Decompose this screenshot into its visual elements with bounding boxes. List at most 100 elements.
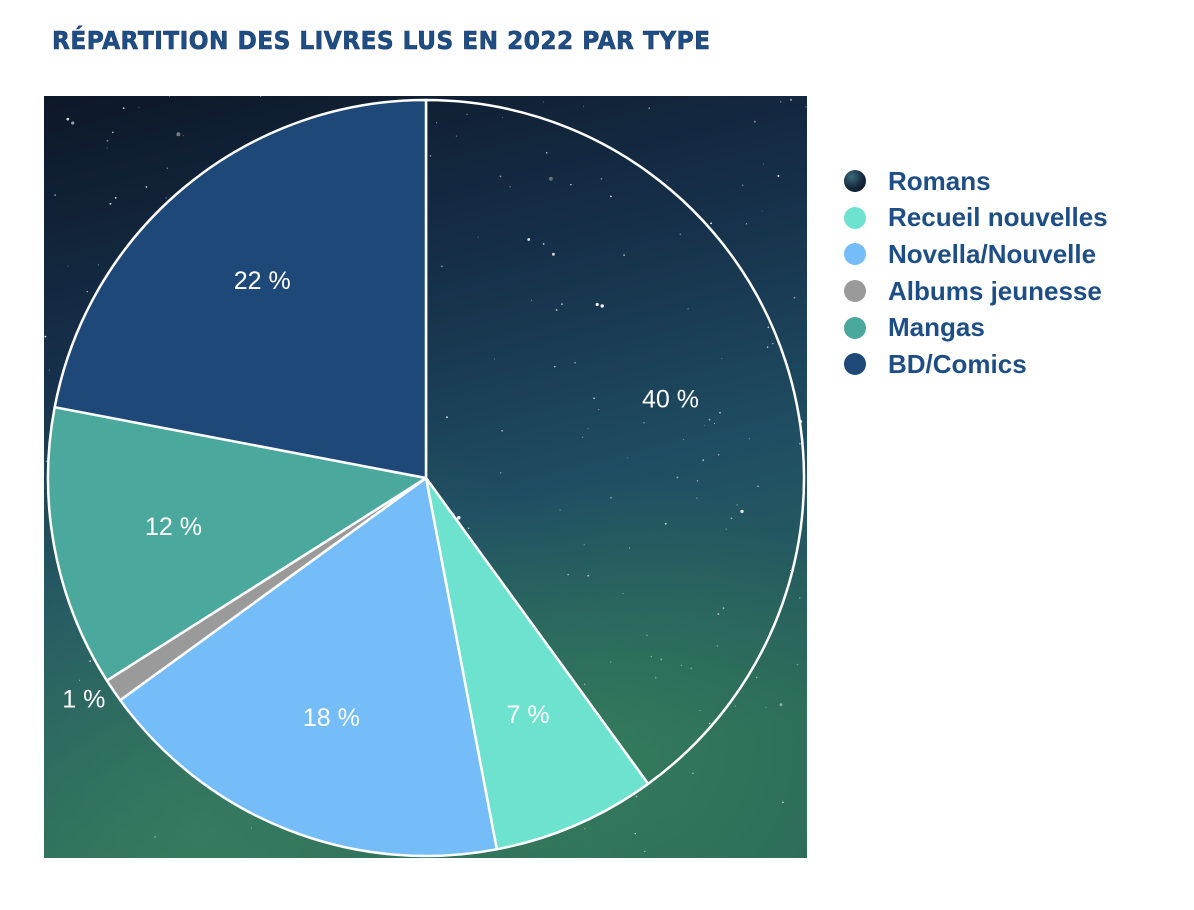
star [583, 105, 585, 107]
star [629, 547, 631, 549]
star [687, 308, 689, 310]
star [696, 497, 698, 499]
star [790, 99, 792, 101]
star [501, 430, 503, 432]
star [509, 186, 511, 188]
star [777, 174, 780, 177]
legend-label: Romans [888, 165, 991, 196]
legend-label: BD/Comics [888, 348, 1027, 379]
star [761, 210, 763, 212]
star [499, 175, 502, 178]
star [106, 147, 108, 149]
star [435, 122, 438, 124]
star [583, 683, 586, 686]
star [542, 243, 545, 245]
star [644, 850, 646, 853]
star [446, 416, 448, 419]
star [78, 679, 81, 681]
star [710, 222, 712, 225]
star [166, 167, 168, 169]
star [708, 418, 711, 421]
legend-item: Albums jeunesse [844, 273, 1108, 310]
star [97, 264, 100, 266]
star [765, 707, 767, 709]
star [799, 442, 801, 445]
star [683, 438, 685, 441]
pie-slice-romans [424, 98, 806, 786]
star [477, 236, 479, 238]
legend-swatch [844, 353, 866, 376]
slice-value-label: 18 % [303, 704, 360, 732]
star [643, 421, 645, 424]
star [145, 186, 148, 188]
slice-value-label: 22 % [234, 267, 291, 295]
star [86, 290, 89, 293]
legend-label: Novella/Nouvelle [888, 238, 1097, 269]
slice-value-label: 1 % [62, 685, 105, 713]
star [138, 107, 140, 109]
star [114, 197, 117, 199]
pie-slice-bd-comics [53, 98, 428, 480]
star [493, 358, 495, 360]
star [676, 476, 679, 479]
star [634, 832, 636, 835]
legend-item: Recueil nouvelles [844, 200, 1108, 237]
star [690, 667, 693, 670]
star [106, 139, 109, 142]
star [583, 544, 585, 546]
star [466, 113, 468, 116]
star [755, 676, 758, 679]
star [654, 676, 657, 679]
star [45, 460, 48, 463]
star [763, 163, 765, 165]
star [730, 517, 733, 520]
legend-swatch [844, 280, 866, 303]
star [587, 428, 589, 430]
star [559, 509, 561, 511]
star [741, 184, 744, 187]
star [71, 121, 75, 125]
legend-item: Romans [844, 163, 1108, 200]
star [719, 411, 721, 414]
star [48, 369, 50, 371]
star [766, 346, 769, 348]
star [757, 485, 759, 488]
star [551, 252, 555, 256]
star [154, 836, 157, 838]
pie-slice-recueil-nouvelles [424, 476, 650, 851]
star [595, 302, 599, 307]
slice-value-label: 7 % [507, 701, 550, 729]
star [779, 703, 783, 706]
pie-slices [46, 98, 806, 858]
star [165, 197, 167, 199]
star [582, 436, 584, 438]
star [455, 135, 457, 137]
slice-value-label: 40 % [642, 386, 699, 414]
star [692, 772, 694, 775]
star [740, 509, 744, 514]
star [169, 96, 171, 98]
star [542, 101, 544, 103]
star [555, 309, 558, 311]
star [721, 357, 723, 360]
star [664, 522, 667, 525]
legend-item: Novella/Nouvelle [844, 236, 1108, 273]
star [429, 155, 432, 157]
star [708, 722, 711, 725]
star [584, 828, 586, 830]
star [176, 132, 181, 137]
legend-label: Albums jeunesse [888, 275, 1102, 306]
star [782, 801, 784, 804]
star [531, 299, 533, 301]
star [610, 195, 612, 198]
star [600, 304, 604, 308]
star [500, 472, 502, 474]
pie-slice-novella-nouvelle [118, 476, 499, 858]
star [467, 527, 470, 529]
star [622, 592, 624, 595]
star [554, 365, 556, 368]
star [796, 663, 799, 666]
star [623, 254, 625, 256]
star [545, 151, 548, 154]
star [89, 660, 91, 662]
